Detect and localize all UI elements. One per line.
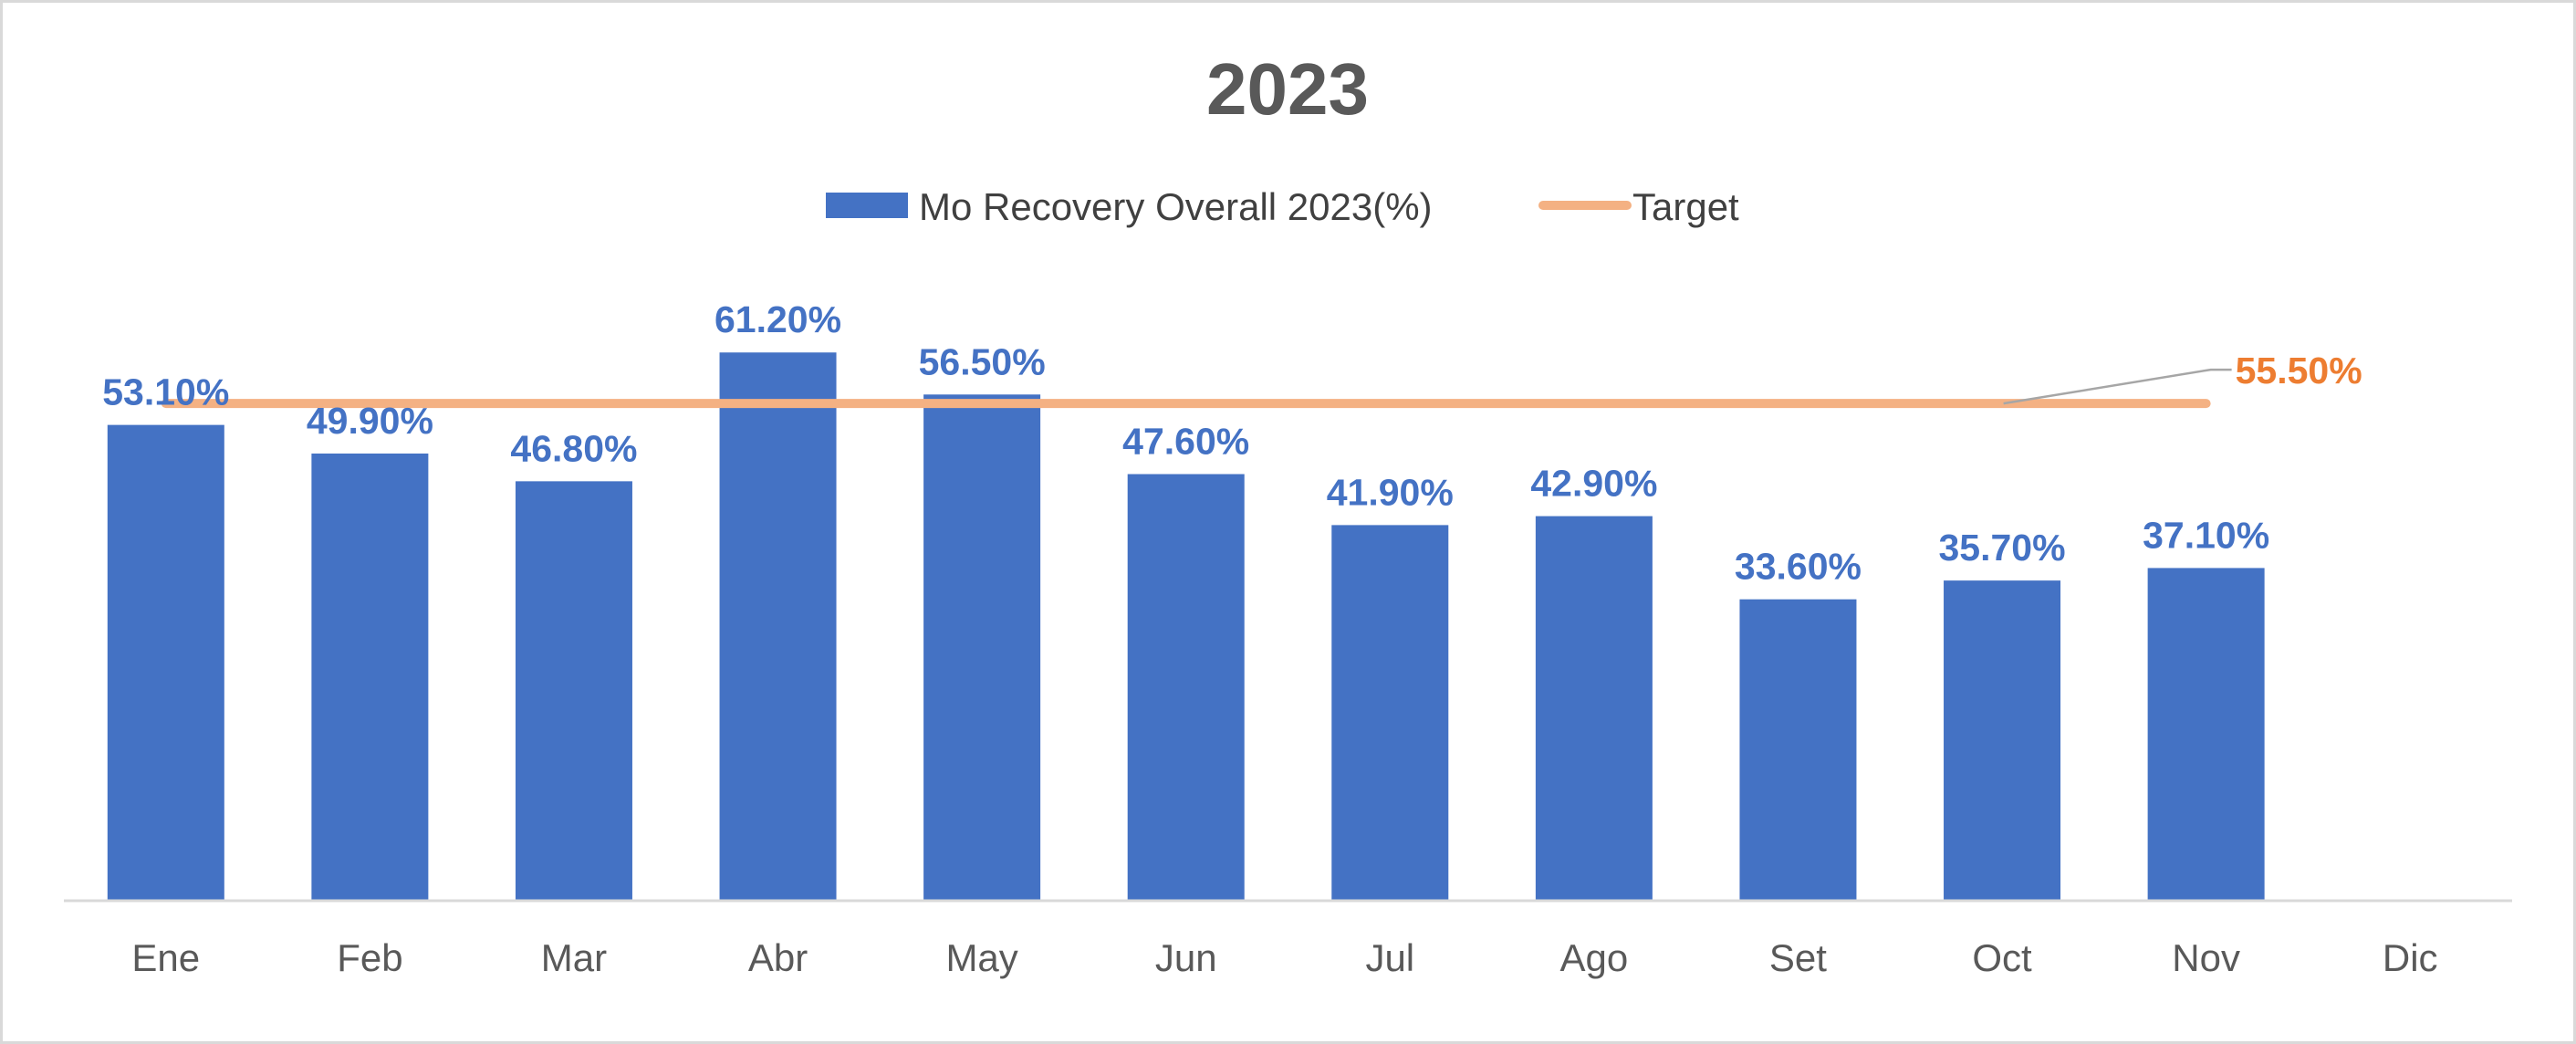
bar-may [923, 394, 1041, 900]
x-tick-abr: Abr [748, 936, 808, 979]
data-label-abr: 61.20% [714, 298, 841, 340]
bar-ene [107, 424, 224, 900]
data-label-may: 56.50% [919, 340, 1046, 382]
chart-title: 2023 [1206, 48, 1369, 130]
data-label-oct: 35.70% [1939, 527, 2066, 569]
x-tick-may: May [945, 936, 1017, 979]
x-tick-jun: Jun [1155, 936, 1217, 979]
x-tick-dic: Dic [2383, 936, 2438, 979]
data-label-feb: 49.90% [307, 400, 433, 442]
data-label-set: 33.60% [1735, 546, 1862, 588]
bar-mar [515, 481, 632, 900]
target-data-label: 55.50% [2236, 350, 2362, 392]
x-tick-feb: Feb [337, 936, 402, 979]
x-tick-ago: Ago [1560, 936, 1629, 979]
bar-jun [1127, 474, 1245, 900]
bar-set [1739, 599, 1857, 900]
data-label-mar: 46.80% [510, 427, 637, 469]
bar-jul [1331, 525, 1449, 900]
chart-svg: 2023 Mo Recovery Overall 2023(%) Target … [64, 48, 2512, 979]
legend: Mo Recovery Overall 2023(%) Target [826, 185, 1739, 228]
legend-label-line: Target [1632, 185, 1739, 228]
target-leader-line [2003, 368, 2232, 405]
data-label-jun: 47.60% [1122, 421, 1249, 463]
x-tick-set: Set [1769, 936, 1827, 979]
x-tick-ene: Ene [131, 936, 200, 979]
legend-label-bar: Mo Recovery Overall 2023(%) [919, 185, 1433, 228]
data-label-jul: 41.90% [1327, 471, 1454, 513]
bar-ago [1535, 516, 1653, 900]
data-label-ene: 53.10% [102, 371, 229, 413]
x-tick-jul: Jul [1365, 936, 1414, 979]
bar-feb [311, 453, 429, 900]
plot-area: 53.10% 49.90% 46.80% 61.20% 56.50% 47.60% 41.9… [64, 298, 2512, 979]
x-tick-nov: Nov [2172, 936, 2240, 979]
data-label-ago: 42.90% [1530, 463, 1657, 505]
bar-abr [719, 352, 837, 900]
x-tick-mar: Mar [541, 936, 607, 979]
legend-swatch-bar [826, 193, 908, 218]
x-tick-oct: Oct [1972, 936, 2032, 979]
bar-nov [2147, 568, 2265, 900]
bar-oct [1944, 580, 2061, 900]
data-label-nov: 37.10% [2143, 514, 2269, 556]
